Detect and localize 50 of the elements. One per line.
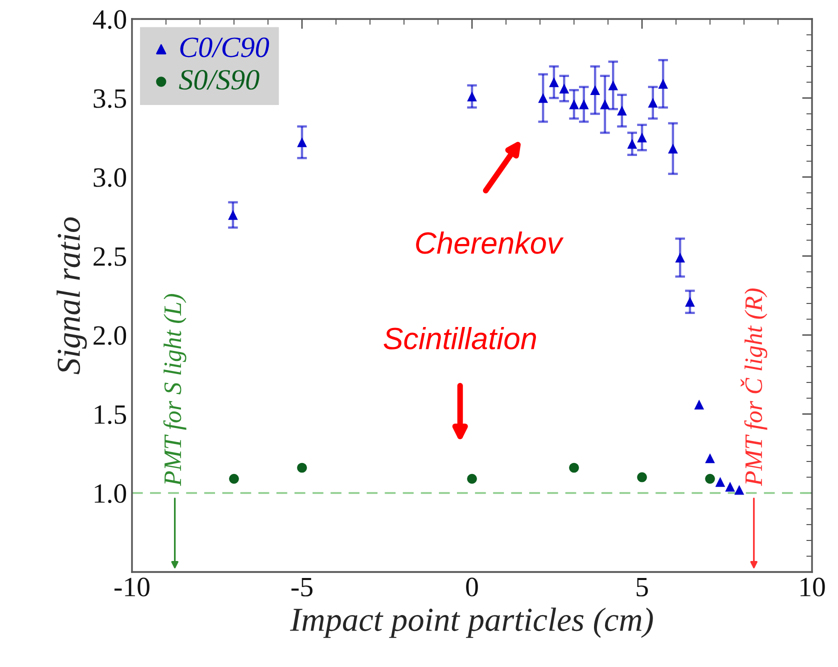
x-tick-label: -5	[291, 578, 312, 596]
point	[608, 80, 618, 90]
y-tick-label: 3.0	[94, 168, 126, 188]
point	[637, 132, 647, 142]
x-axis-title: Impact point particles (cm)	[290, 608, 653, 638]
annotation: PMT for Č light (R)	[740, 288, 768, 486]
x-tick-label: -10	[114, 578, 150, 596]
point	[637, 472, 647, 482]
y-tick-label: 1.0	[94, 484, 126, 504]
y-tick-label: 2.0	[94, 326, 126, 346]
y-tick-label: 3.5	[94, 89, 126, 108]
point	[590, 85, 600, 96]
point	[725, 482, 735, 492]
point	[694, 400, 704, 410]
point	[705, 453, 715, 464]
point	[617, 106, 627, 116]
x-tick-label: 5	[636, 578, 648, 596]
point	[297, 137, 307, 148]
point	[467, 474, 477, 484]
point	[229, 474, 239, 484]
legend-label: S0/S90	[178, 70, 260, 90]
point	[648, 98, 658, 108]
point	[297, 462, 307, 473]
legend-label: C0/C90	[180, 38, 270, 58]
point	[467, 92, 477, 102]
point	[569, 462, 579, 473]
annotation: Scintillation	[384, 326, 536, 350]
point	[578, 99, 589, 110]
point	[658, 78, 668, 89]
x-tick-label: 0	[466, 578, 478, 596]
point	[685, 296, 695, 307]
x-tick-label: 10	[800, 578, 825, 596]
point	[569, 99, 579, 110]
y-tick-label: 1.5	[94, 405, 126, 424]
y-axis-title: Signal ratio	[56, 217, 87, 374]
point	[549, 77, 559, 88]
y-tick-label: 4.0	[92, 10, 126, 30]
point	[559, 84, 570, 94]
point	[705, 474, 715, 484]
point	[668, 144, 678, 154]
annotation: Cherenkov	[416, 231, 564, 254]
point	[734, 484, 744, 495]
point	[627, 138, 638, 149]
point	[675, 252, 686, 263]
point	[715, 477, 726, 487]
y-tick-label: 2.5	[94, 247, 126, 266]
annotation: PMT for S light (L)	[163, 294, 186, 486]
point	[228, 210, 238, 220]
point	[538, 93, 548, 103]
point	[600, 99, 610, 110]
